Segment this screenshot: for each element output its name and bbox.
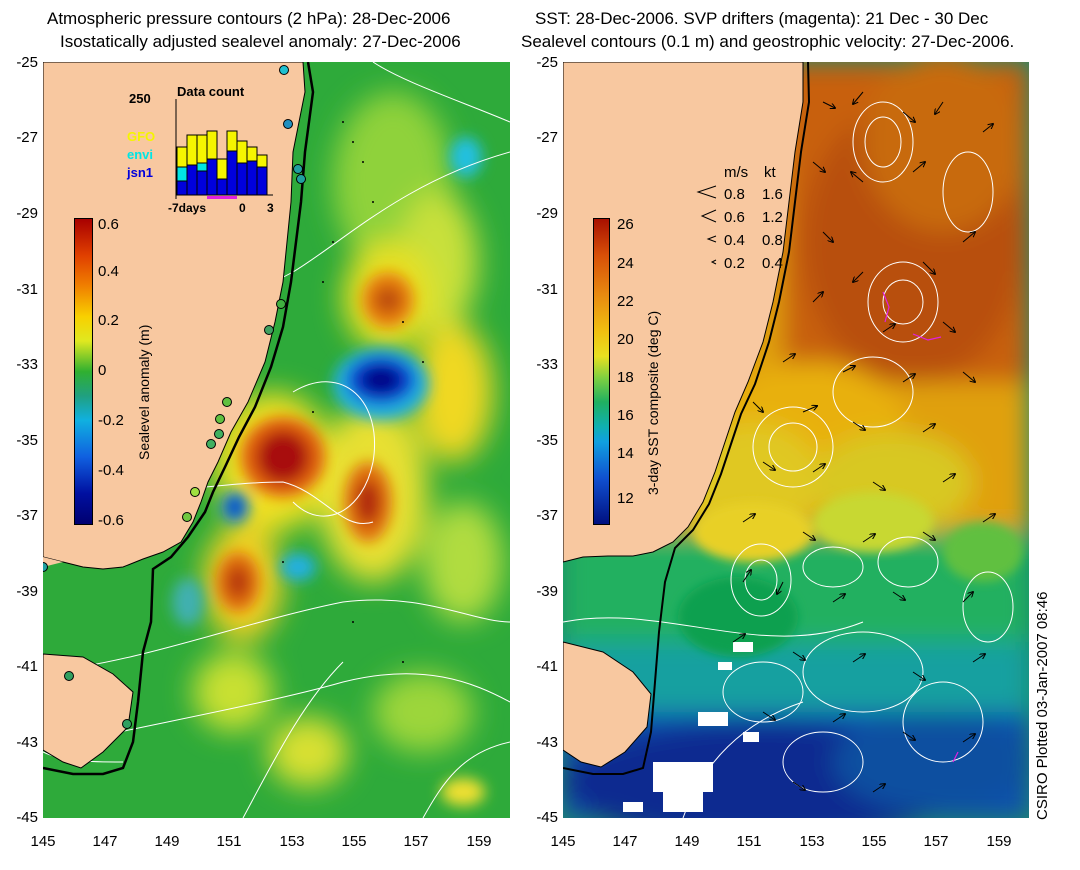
- left-xtick-155: 155: [341, 833, 367, 850]
- right-cbar-tick-4: 18: [617, 369, 634, 386]
- left-cbar-tick-0: 0.6: [98, 216, 119, 233]
- left-cbar-tick-1: 0.4: [98, 263, 119, 280]
- right-ytick-35: -35: [536, 432, 558, 449]
- left-ytick-43: -43: [16, 734, 38, 751]
- sealevel-contours: [563, 101, 1014, 818]
- sst-field: [563, 62, 1029, 818]
- right-xtick-157: 157: [923, 833, 949, 850]
- left-ytick-39: -39: [16, 583, 38, 600]
- right-map-panel: [563, 62, 1029, 818]
- legend-ms-0: 0.8: [724, 186, 745, 203]
- inset-ymax-label: 250: [129, 91, 151, 106]
- right-xtick-151: 151: [736, 833, 762, 850]
- left-xtick-153: 153: [279, 833, 305, 850]
- legend-kt-3: 0.4: [762, 255, 783, 272]
- data-count-bar-chart: [175, 99, 273, 199]
- svp-drifter-tracks: [882, 291, 959, 763]
- left-title-line2: Isostatically adjusted sealevel anomaly:…: [60, 32, 461, 51]
- sst-map: [563, 62, 1029, 818]
- inset-legend-jsn1: jsn1: [127, 165, 154, 180]
- right-cbar-tick-3: 20: [617, 331, 634, 348]
- right-colorbar-label: 3-day SST composite (deg C): [645, 310, 661, 495]
- inset-legend-envi: envi: [127, 147, 154, 162]
- plotted-timestamp: CSIRO Plotted 03-Jan-2007 08:46: [1034, 591, 1051, 820]
- inset-legend-gfo: GFO: [127, 129, 156, 144]
- left-ytick-35: -35: [16, 432, 38, 449]
- left-xtick-157: 157: [403, 833, 429, 850]
- tide-gauge-markers: [43, 65, 306, 729]
- left-cbar-tick-2: 0.2: [98, 312, 119, 329]
- right-ytick-37: -37: [536, 507, 558, 524]
- right-xtick-159: 159: [986, 833, 1012, 850]
- shelf-edge-line-sst: [563, 62, 811, 775]
- left-xtick-149: 149: [154, 833, 180, 850]
- left-ytick-29: -29: [16, 205, 38, 222]
- track-markers: [282, 121, 424, 663]
- right-cbar-tick-5: 16: [617, 407, 634, 424]
- right-xtick-155: 155: [861, 833, 887, 850]
- right-ytick-29: -29: [536, 205, 558, 222]
- shelf-edge-line: [43, 62, 315, 776]
- inset-xtick-start: -7days: [168, 201, 207, 215]
- inset-title: Data count: [177, 84, 245, 99]
- left-cbar-tick-6: -0.6: [98, 512, 124, 529]
- right-ytick-31: -31: [536, 281, 558, 298]
- legend-ms-3: 0.2: [724, 255, 745, 272]
- left-ytick-33: -33: [16, 356, 38, 373]
- right-ytick-27: -27: [536, 129, 558, 146]
- velocity-legend: m/s kt 0.8 1.6 0.6 1.2 0.4 0.8 0.2 0.4: [694, 164, 804, 274]
- left-cbar-tick-5: -0.4: [98, 462, 124, 479]
- right-title-line2: Sealevel contours (0.1 m) and geostrophi…: [521, 32, 1015, 51]
- legend-kt-1: 1.2: [762, 209, 783, 226]
- right-ytick-25: -25: [536, 54, 558, 71]
- right-xtick-149: 149: [674, 833, 700, 850]
- left-ytick-41: -41: [16, 658, 38, 675]
- right-ytick-33: -33: [536, 356, 558, 373]
- left-title-line1: Atmospheric pressure contours (2 hPa): 2…: [47, 9, 451, 28]
- right-ytick-39: -39: [536, 583, 558, 600]
- right-cbar-tick-0: 26: [617, 216, 634, 233]
- right-cbar-tick-7: 12: [617, 490, 634, 507]
- right-xtick-147: 147: [612, 833, 638, 850]
- right-cbar-tick-1: 24: [617, 255, 634, 272]
- left-xtick-151: 151: [216, 833, 242, 850]
- left-ytick-27: -27: [16, 129, 38, 146]
- legend-header-ms: m/s: [724, 164, 749, 181]
- right-ytick-45: -45: [536, 809, 558, 826]
- left-ytick-37: -37: [16, 507, 38, 524]
- left-ytick-31: -31: [16, 281, 38, 298]
- left-colorbar: [74, 218, 93, 525]
- right-cbar-tick-2: 22: [617, 293, 634, 310]
- inset-xtick-end: 3: [267, 201, 274, 215]
- data-count-inset: 250 Data count GFO envi jsn1: [125, 84, 285, 215]
- right-ytick-43: -43: [536, 734, 558, 751]
- legend-ms-2: 0.4: [724, 232, 745, 249]
- right-ytick-41: -41: [536, 658, 558, 675]
- left-xtick-159: 159: [466, 833, 492, 850]
- right-title-line1: SST: 28-Dec-2006. SVP drifters (magenta)…: [535, 9, 989, 28]
- left-cbar-tick-3: 0: [98, 362, 107, 379]
- right-xtick-145: 145: [550, 833, 576, 850]
- right-cbar-tick-6: 14: [617, 445, 634, 462]
- australia-landmass-sst: [563, 62, 804, 768]
- right-xtick-153: 153: [799, 833, 825, 850]
- legend-kt-0: 1.6: [762, 186, 783, 203]
- left-colorbar-label: Sealevel anomaly (m): [136, 324, 152, 460]
- left-xtick-147: 147: [92, 833, 118, 850]
- legend-ms-1: 0.6: [724, 209, 745, 226]
- legend-kt-2: 0.8: [762, 232, 783, 249]
- velocity-scale-arrows: [696, 185, 717, 265]
- left-ytick-25: -25: [16, 54, 38, 71]
- legend-header-kt: kt: [764, 164, 776, 181]
- left-cbar-tick-4: -0.2: [98, 412, 124, 429]
- pressure-contours: [43, 62, 510, 818]
- inset-xtick-zero: 0: [239, 201, 246, 215]
- left-xtick-145: 145: [30, 833, 56, 850]
- left-ytick-45: -45: [16, 809, 38, 826]
- right-colorbar: [593, 218, 610, 525]
- velocity-arrows: [732, 91, 995, 793]
